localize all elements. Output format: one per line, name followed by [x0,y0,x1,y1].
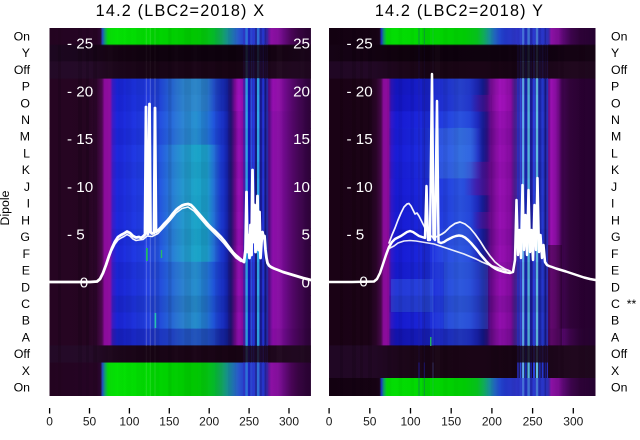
svg-text:D: D [611,280,620,294]
svg-text:C: C [21,297,30,311]
svg-text:F: F [611,247,619,261]
svg-text:H: H [21,213,30,227]
svg-text:25: 25 [293,36,310,53]
svg-text:O: O [20,96,30,110]
svg-text:M: M [611,130,621,144]
svg-text:G: G [611,230,621,244]
svg-text:I: I [27,197,30,211]
svg-text:250: 250 [523,415,543,429]
svg-text:L: L [611,147,618,161]
svg-text:J: J [24,180,30,194]
svg-text:300: 300 [279,415,299,429]
svg-text:P: P [611,80,619,94]
svg-text:10: 10 [293,179,310,196]
svg-text:- 10: - 10 [67,179,93,196]
svg-text:100: 100 [119,415,139,429]
svg-text:- 20: - 20 [67,83,93,100]
svg-text:Y: Y [611,46,619,60]
svg-text:150: 150 [441,415,461,429]
svg-text:300: 300 [563,415,583,429]
svg-text:- 5: - 5 [67,227,85,244]
svg-text:14.2 (LBC2=2018) Y: 14.2 (LBC2=2018) Y [375,2,544,20]
svg-text:J: J [611,180,617,194]
svg-text:0: 0 [326,415,333,429]
svg-text:Off: Off [14,63,31,77]
svg-text:H: H [611,213,620,227]
svg-text:Off: Off [14,347,31,361]
svg-text:G: G [20,230,30,244]
svg-text:0: 0 [302,275,310,292]
svg-text:- 20: - 20 [347,83,373,100]
svg-text:C **: C ** [611,297,636,311]
svg-text:- 15: - 15 [67,131,93,148]
svg-text:20: 20 [293,83,310,100]
svg-text:250: 250 [239,415,259,429]
svg-text:0: 0 [80,275,88,292]
svg-text:E: E [22,264,30,278]
svg-text:0: 0 [46,415,53,429]
svg-text:B: B [611,314,619,328]
svg-text:- 25: - 25 [67,36,93,53]
svg-text:15: 15 [293,131,310,148]
svg-text:200: 200 [482,415,502,429]
svg-text:Off: Off [611,347,628,361]
svg-text:E: E [611,264,619,278]
svg-text:Dipole: Dipole [0,190,12,225]
svg-text:F: F [22,247,30,261]
svg-text:On: On [14,29,31,43]
svg-text:150: 150 [159,415,179,429]
svg-text:M: M [20,130,30,144]
svg-text:N: N [21,113,30,127]
svg-text:- 25: - 25 [347,36,373,53]
svg-text:A: A [611,331,620,345]
svg-text:14.2 (LBC2=2018) X: 14.2 (LBC2=2018) X [96,2,266,20]
svg-text:On: On [611,29,628,43]
svg-text:200: 200 [199,415,219,429]
svg-text:P: P [22,80,30,94]
svg-text:K: K [22,163,31,177]
svg-text:K: K [611,163,620,177]
svg-text:X: X [22,364,30,378]
svg-text:100: 100 [400,415,420,429]
svg-text:50: 50 [363,415,377,429]
svg-text:I: I [611,197,614,211]
svg-text:N: N [611,113,620,127]
svg-text:D: D [21,280,30,294]
svg-text:- 10: - 10 [347,179,373,196]
svg-text:Y: Y [22,46,30,60]
svg-text:B: B [22,314,30,328]
svg-text:A: A [22,331,31,345]
svg-text:- 5: - 5 [347,227,365,244]
svg-text:On: On [611,381,628,395]
svg-text:- 15: - 15 [347,131,373,148]
svg-text:On: On [14,381,31,395]
svg-text:L: L [23,147,30,161]
svg-text:X: X [611,364,619,378]
svg-text:Off: Off [611,63,628,77]
svg-text:5: 5 [302,227,310,244]
svg-text:O: O [611,96,621,110]
svg-text:50: 50 [83,415,97,429]
svg-text:0: 0 [359,274,367,291]
